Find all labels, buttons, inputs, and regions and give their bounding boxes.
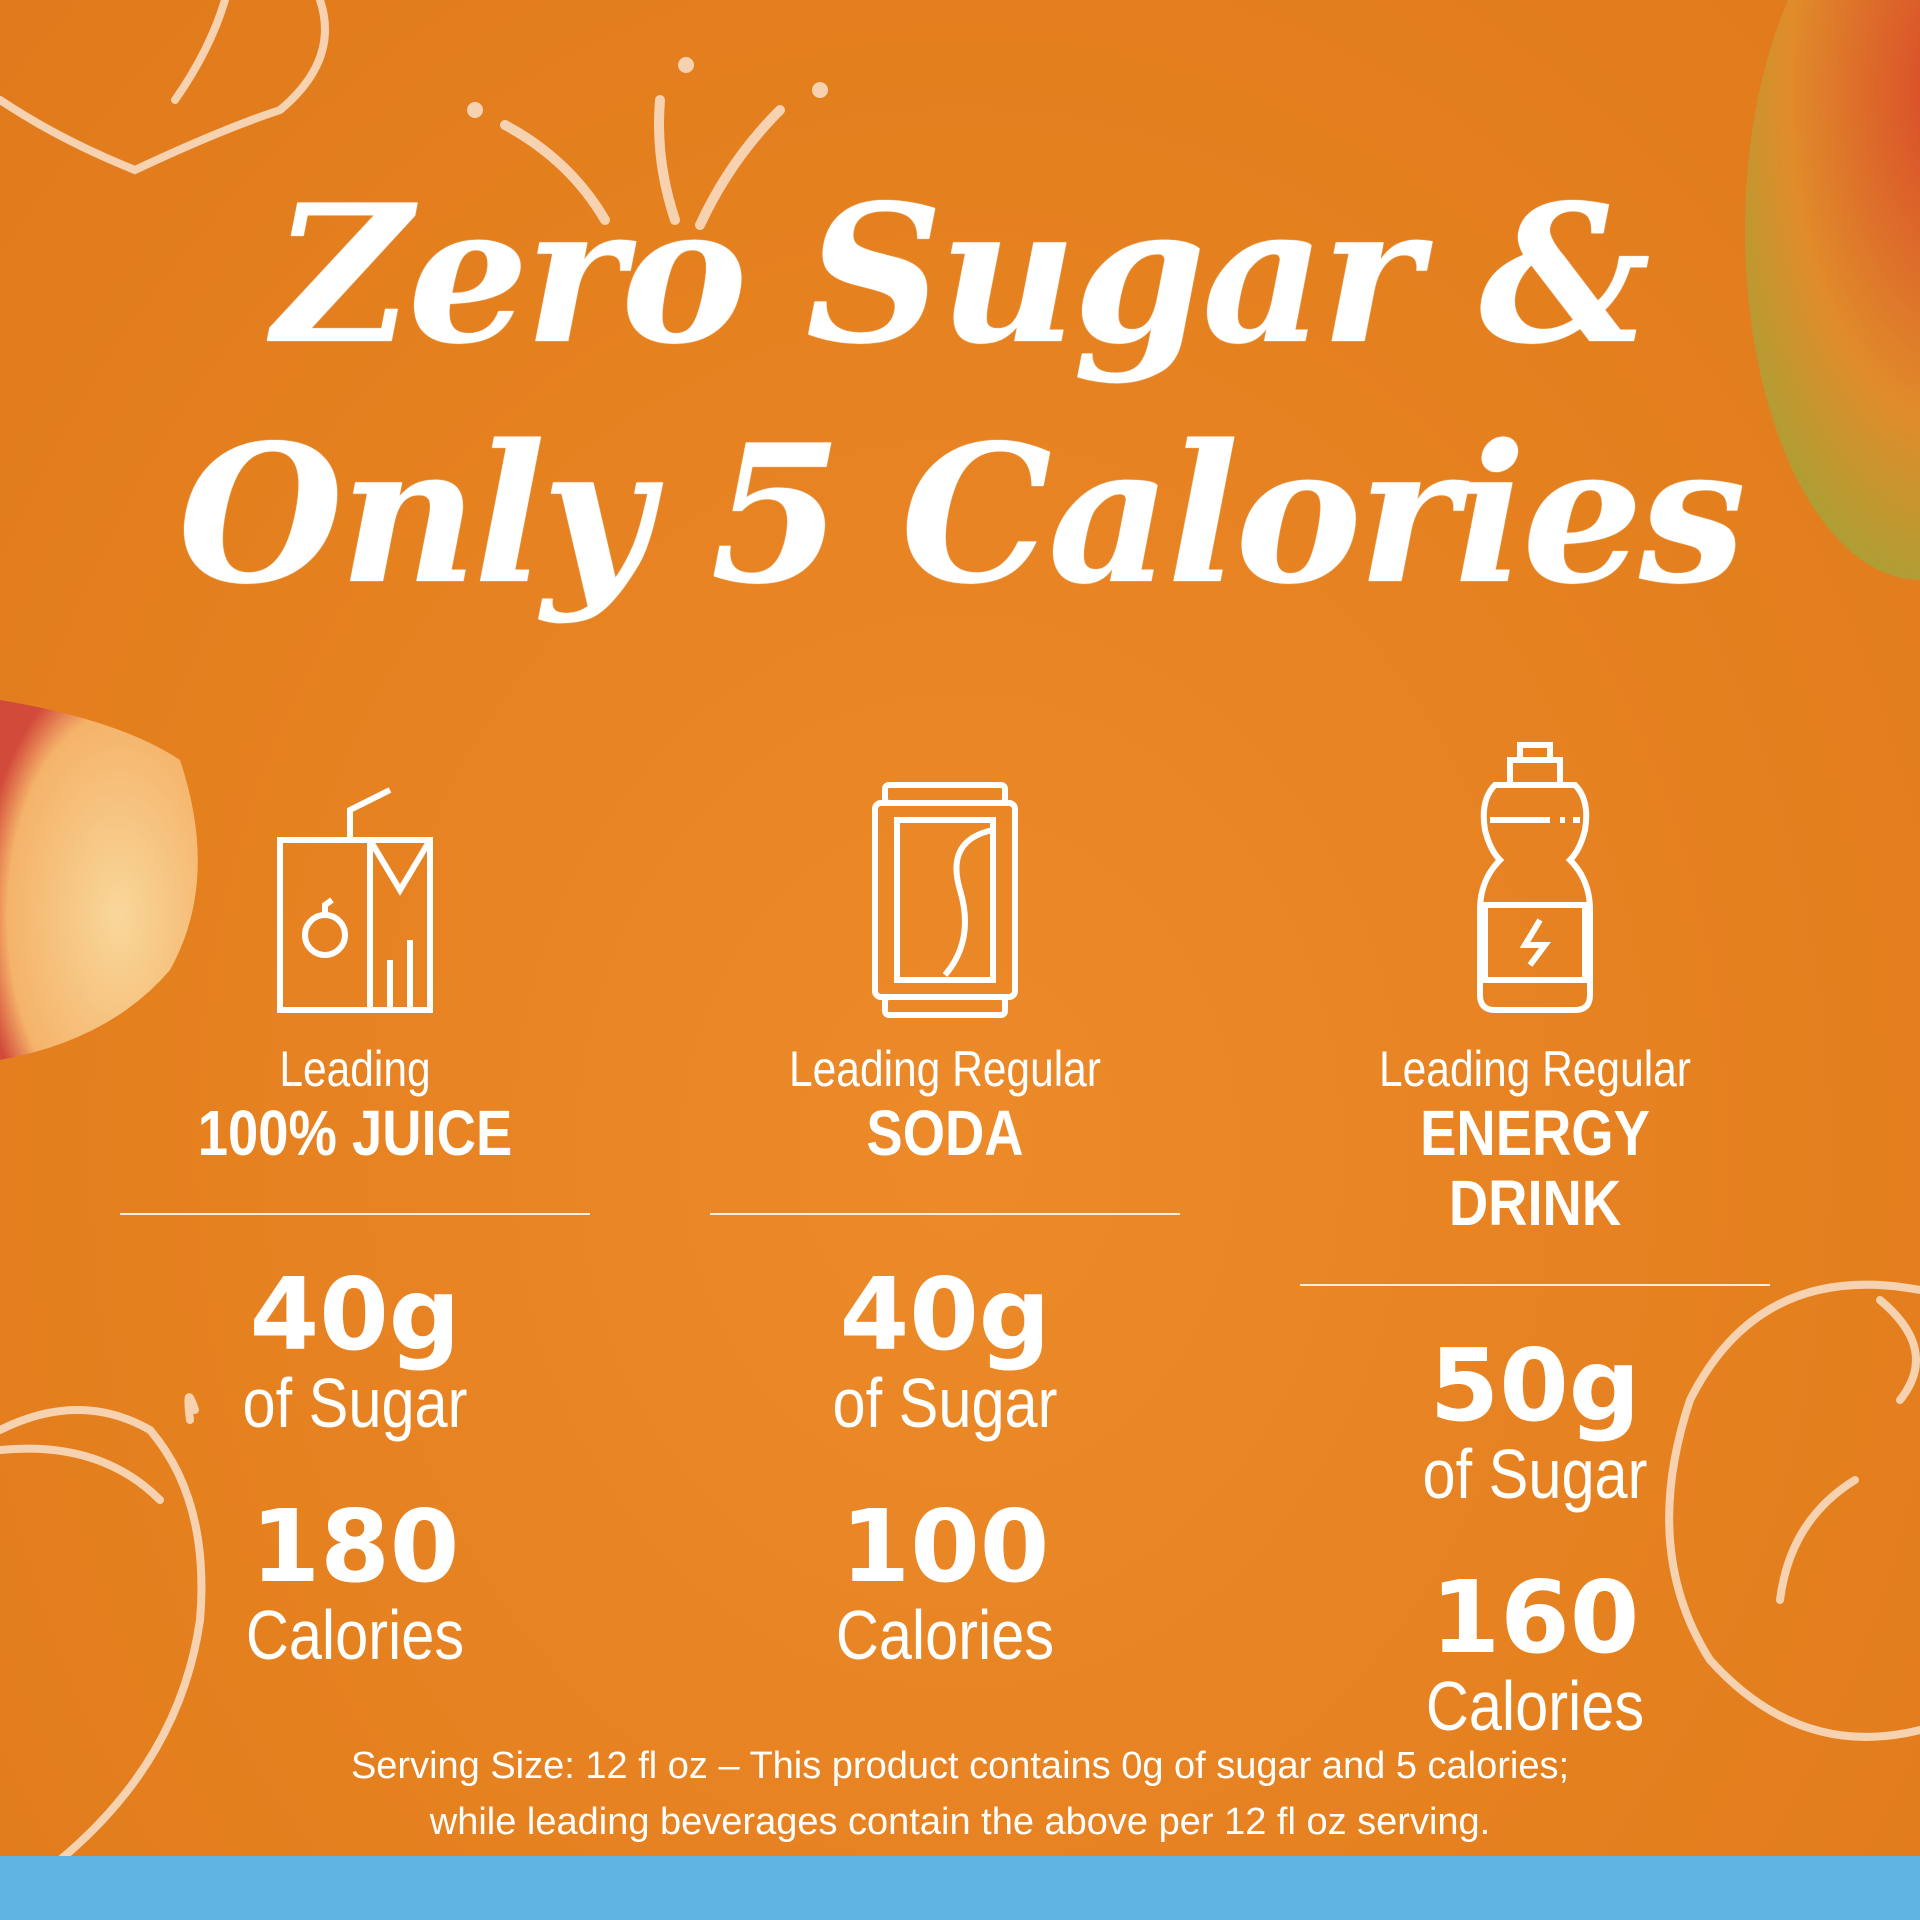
peach-outline-bottom-right: [1665, 1280, 1920, 1741]
beverage-type: ENERGY DRINK: [1420, 1097, 1650, 1240]
splash-dot: [678, 57, 694, 73]
lead-label: Leading Regular: [1379, 1041, 1691, 1097]
calories-value: 180: [250, 1488, 460, 1606]
splash-dot: [812, 82, 828, 98]
peach-slice-image: [0, 700, 198, 1060]
headline-line-2: Only 5 Calories: [177, 403, 1746, 626]
divider: [710, 1213, 1180, 1216]
peach-outline-bottom-left: [0, 1393, 206, 1864]
beverage-type: SODA: [866, 1097, 1024, 1169]
sugar-value: 40g: [839, 1256, 1051, 1374]
calories-label: Calories: [1425, 1666, 1645, 1745]
calories-value: 160: [1430, 1558, 1640, 1676]
comparison-column-energy-drink: Leading Regular ENERGY DRINK 50g of Suga…: [1295, 720, 1775, 1745]
sugar-label: of Sugar: [832, 1364, 1058, 1443]
footnote: Serving Size: 12 fl oz – This product co…: [0, 1738, 1920, 1850]
soda-can-icon: [705, 720, 1185, 1020]
footnote-line-1: Serving Size: 12 fl oz – This product co…: [350, 1745, 1570, 1787]
juice-box-icon: [115, 720, 595, 1020]
calories-label: Calories: [835, 1596, 1055, 1675]
headline-line-1: Zero Sugar &: [273, 163, 1651, 386]
energy-drink-bottle-icon: [1295, 720, 1775, 1020]
calories-label: Calories: [245, 1596, 465, 1675]
comparison-column-soda: Leading Regular SODA 40g of Sugar 100 Ca…: [705, 720, 1185, 1674]
mango-image: [1745, 0, 1920, 580]
divider: [120, 1213, 590, 1216]
sugar-label: of Sugar: [1422, 1434, 1648, 1513]
lead-label: Leading: [279, 1041, 431, 1097]
splash-dot: [467, 102, 483, 118]
lead-label: Leading Regular: [789, 1041, 1101, 1097]
splash-marks: [500, 95, 785, 230]
sugar-label: of Sugar: [242, 1364, 468, 1443]
peach-outline-top-left: [0, 0, 329, 175]
comparison-column-juice: Leading 100% JUICE 40g of Sugar 180 Calo…: [115, 720, 595, 1674]
sugar-value: 50g: [1429, 1326, 1641, 1444]
beverage-type: 100% JUICE: [197, 1097, 513, 1169]
divider: [1300, 1283, 1770, 1286]
calories-value: 100: [840, 1488, 1050, 1606]
footnote-line-2: while leading beverages contain the abov…: [429, 1801, 1491, 1843]
sugar-value: 40g: [249, 1256, 461, 1374]
bottom-bar: [0, 1856, 1920, 1920]
